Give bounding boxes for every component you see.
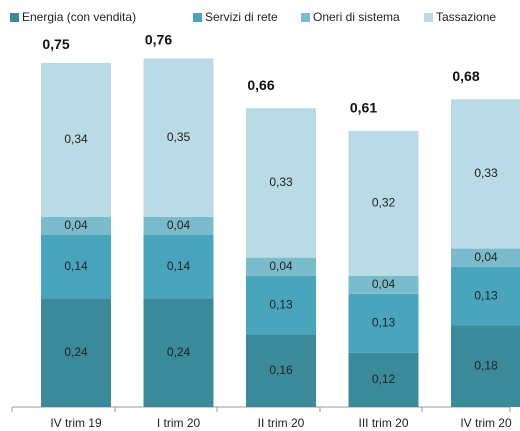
legend-label: Servizi di rete — [205, 10, 278, 24]
x-tick-label: I trim 20 — [157, 416, 201, 430]
legend-swatch — [193, 13, 202, 22]
value-label: 0,33 — [269, 175, 293, 189]
total-label: 0,66 — [247, 77, 274, 93]
bar-segment — [143, 216, 214, 235]
bar-segment — [41, 235, 111, 299]
x-tick-label: III trim 20 — [358, 416, 408, 430]
total-label: 0,75 — [42, 36, 69, 52]
value-label: 0,24 — [167, 345, 191, 359]
value-label: 0,13 — [269, 297, 293, 311]
value-label: 0,33 — [474, 166, 498, 180]
bar-segment — [143, 58, 214, 217]
value-label: 0,35 — [167, 130, 191, 144]
legend-swatch — [301, 13, 310, 22]
value-label: 0,18 — [474, 358, 498, 372]
value-label: 0,32 — [372, 195, 396, 209]
bar-segment — [348, 275, 419, 294]
value-label: 0,04 — [372, 277, 396, 291]
x-tick-label: IV trim 20 — [460, 416, 512, 430]
category-separators — [11, 407, 511, 412]
bar-segment — [451, 325, 520, 407]
value-label: 0,13 — [372, 315, 396, 329]
value-label: 0,16 — [269, 363, 293, 377]
bar-segment — [41, 216, 111, 235]
value-label: 0,24 — [64, 345, 88, 359]
value-label: 0,04 — [167, 218, 191, 232]
bar-segment — [143, 235, 214, 299]
bar-segment — [41, 63, 111, 217]
total-label: 0,61 — [350, 100, 377, 116]
bar-segment — [41, 298, 111, 407]
value-label: 0,14 — [64, 259, 88, 273]
legend-label: Energia (con vendita) — [22, 10, 136, 24]
value-label: 0,14 — [167, 259, 191, 273]
bar-segment — [143, 298, 214, 407]
bar-segment — [246, 257, 316, 276]
legend-swatch — [10, 13, 19, 22]
bar-segment — [246, 275, 316, 335]
legend-swatch — [424, 13, 433, 22]
legend-label: Oneri di sistema — [313, 10, 400, 24]
value-label: 0,12 — [372, 372, 396, 386]
bar-segment — [348, 293, 419, 353]
bar-segment — [246, 334, 316, 407]
value-label: 0,13 — [474, 288, 498, 302]
x-tick-label: II trim 20 — [258, 416, 305, 430]
value-label: 0,34 — [64, 132, 88, 146]
bar-segment — [451, 248, 520, 267]
total-label: 0,76 — [145, 32, 172, 48]
value-label: 0,04 — [474, 250, 498, 264]
x-tick-label: IV trim 19 — [50, 416, 102, 430]
value-label: 0,04 — [64, 218, 88, 232]
legend-label: Tassazione — [436, 10, 496, 24]
total-label: 0,68 — [452, 68, 479, 84]
bar-segment — [451, 266, 520, 326]
bar-segment — [246, 108, 316, 258]
bar-segment — [348, 130, 419, 276]
bar-segment — [451, 99, 520, 249]
bar-segment — [348, 352, 419, 407]
value-label: 0,04 — [269, 259, 293, 273]
